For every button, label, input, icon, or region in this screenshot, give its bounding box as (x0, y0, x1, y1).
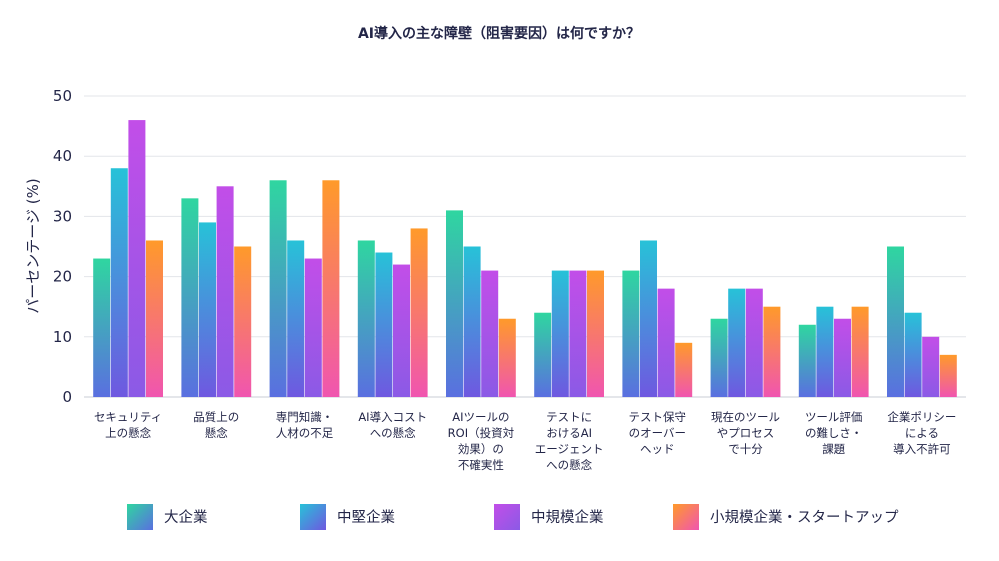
x-tick-label: テスト保守のオーバーヘッド (629, 410, 687, 456)
bar (569, 270, 587, 397)
legend-swatch (300, 504, 326, 530)
bar (710, 318, 728, 397)
y-tick-label: 0 (62, 388, 72, 406)
bar (93, 258, 111, 397)
x-tick-label: 現在のツールやプロセスで十分 (711, 410, 780, 456)
y-tick-label: 40 (53, 147, 72, 165)
bar (887, 246, 904, 397)
bar (745, 288, 763, 397)
bar (498, 318, 516, 397)
y-tick-label: 20 (53, 268, 72, 286)
bar (728, 288, 746, 397)
bar (393, 264, 410, 397)
bar (287, 240, 305, 397)
bar (481, 270, 499, 397)
bar (834, 318, 851, 397)
x-tick-label: 専門知識・人材の不足 (276, 410, 334, 440)
bar (304, 258, 322, 397)
legend-swatch (127, 504, 153, 530)
legend-label: 小規模企業・スタートアップ (710, 508, 899, 526)
bar (587, 270, 604, 397)
bar (816, 306, 834, 397)
y-tick-label: 30 (53, 207, 72, 225)
bar (181, 198, 199, 397)
bar (199, 222, 216, 397)
bar (939, 354, 957, 397)
bar (463, 246, 481, 397)
bar (657, 288, 675, 397)
x-tick-label: 企業ポリシーによる導入不許可 (887, 410, 956, 456)
bar (269, 180, 287, 397)
x-tick-label: ツール評価の難しさ・課題 (805, 410, 863, 456)
chart-title: AI導入の主な障壁（阻害要因）は何ですか？ (358, 25, 640, 42)
legend-swatch (494, 504, 520, 530)
y-tick-label: 50 (53, 87, 72, 105)
x-tick-labels: セキュリティ上の懸念 品質上の懸念 専門知識・人材の不足 AI導入コストへの懸念 AIツ… (94, 410, 956, 472)
bars (93, 120, 957, 397)
bar (322, 180, 340, 397)
bar (146, 240, 163, 397)
bar (551, 270, 569, 397)
bar (234, 246, 252, 397)
bar (375, 252, 393, 397)
bar (446, 210, 463, 397)
bar (922, 336, 940, 397)
x-tick-label: 品質上の懸念 (193, 410, 239, 440)
bar (534, 312, 552, 397)
bar (851, 306, 869, 397)
y-tick-label: 10 (53, 328, 72, 346)
bar (128, 120, 146, 397)
bar (640, 240, 657, 397)
legend-label: 大企業 (164, 508, 208, 526)
bar (216, 186, 234, 397)
bar (798, 324, 816, 397)
bar (622, 270, 640, 397)
bar (675, 342, 693, 397)
bar (410, 228, 428, 397)
x-tick-label: セキュリティ上の懸念 (94, 410, 162, 440)
x-tick-label: AIツールの ROI（投資対効果）の不確実性 (448, 410, 515, 472)
legend: 大企業 中堅企業 中規模企業 小規模企業・スタートアップ (127, 504, 899, 530)
x-tick-label: テストにおけるAI エージェントへの懸念 (535, 410, 604, 472)
bar (110, 168, 128, 397)
legend-label: 中堅企業 (337, 508, 395, 526)
y-axis-label: パーセンテージ (%) (24, 178, 42, 313)
legend-label: 中規模企業 (531, 508, 604, 526)
bar (904, 312, 922, 397)
bar (763, 306, 781, 397)
x-tick-label: AI導入コストへの懸念 (358, 410, 427, 440)
bar (357, 240, 375, 397)
legend-swatch (673, 504, 699, 530)
